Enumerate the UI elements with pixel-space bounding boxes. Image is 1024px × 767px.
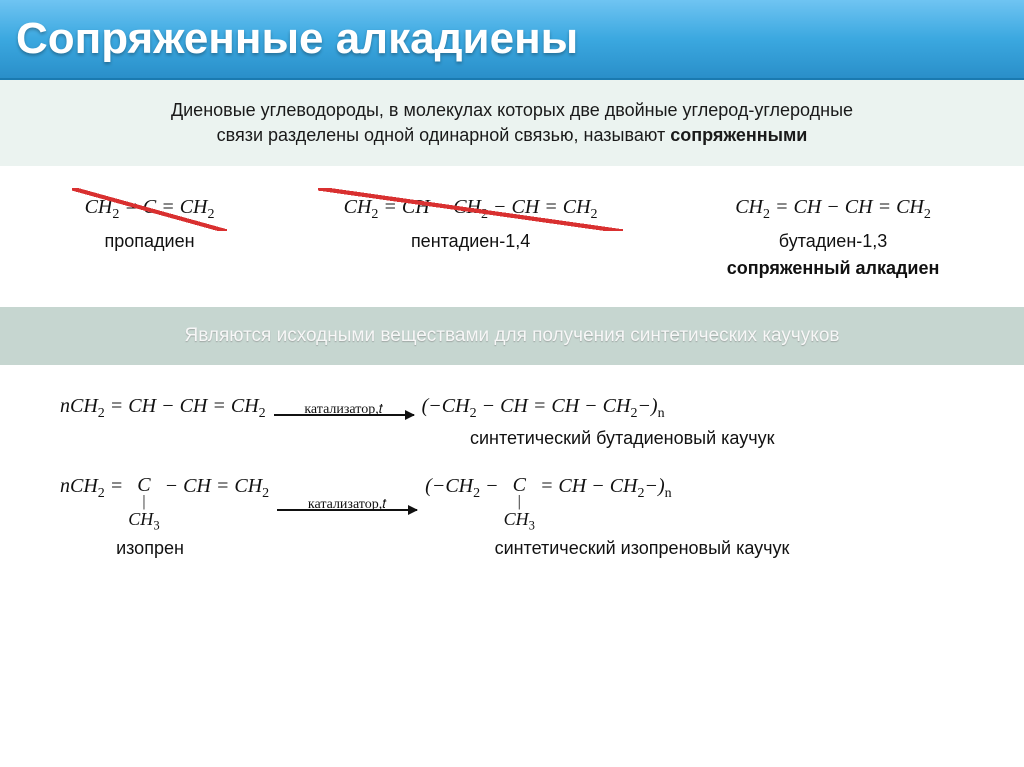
formula-propadiene: CH2 = C = CH2 [85,196,215,223]
reaction2-left: nCH2 = C|CH3 − CH = CH2 [60,475,269,532]
crossout-icon: CH2 = CH − CH2 − CH = CH2 [344,196,598,223]
reaction1-left: nCH2 = CH − CH = CH2 [60,395,266,422]
page-title: Сопряженные алкадиены [16,14,578,64]
mid-band: Являются исходными веществами для получе… [0,307,1024,365]
intro-text: Диеновые углеводороды, в молекулах котор… [0,80,1024,166]
reaction2-right: (−CH2 − C|CH3 = CH − CH2−)n [425,475,671,532]
label-pentadiene: пентадиен-1,4 [344,231,598,252]
reaction2-right-label: синтетический изопреновый каучук [240,538,984,559]
example-pentadiene: CH2 = CH − CH2 − CH = CH2 пентадиен-1,4 [344,196,598,252]
reaction1-right: (−CH2 − CH = CH − CH2−)n [422,395,665,422]
formula-pentadiene: CH2 = CH − CH2 − CH = CH2 [344,196,598,223]
reaction1-label: синтетический бутадиеновый каучук [60,428,984,449]
reaction2-labels: изопрен синтетический изопреновый каучук [60,538,984,559]
example-butadiene: CH2 = CH − CH = CH2 бутадиен-1,3 сопряже… [727,196,940,279]
label-propadiene: пропадиен [85,231,215,252]
reaction-arrow-icon: катализатор,𝑡 [274,402,414,416]
intro-line1: Диеновые углеводороды, в молекулах котор… [171,100,853,120]
sublabel-butadiene: сопряженный алкадиен [727,258,940,279]
reaction2-left-label: изопрен [60,538,240,559]
label-butadiene: бутадиен-1,3 [727,231,940,252]
intro-bold: сопряженными [670,125,807,145]
intro-line2: связи разделены одной одинарной связью, … [217,125,671,145]
examples-row: CH2 = C = CH2 пропадиен CH2 = CH − CH2 −… [0,166,1024,289]
example-propadiene: CH2 = C = CH2 пропадиен [85,196,215,252]
reaction-arrow-icon: катализатор,𝑡 [277,497,417,511]
reaction-1: nCH2 = CH − CH = CH2 катализатор,𝑡 (−CH2… [60,395,984,422]
title-bar: Сопряженные алкадиены [0,0,1024,80]
reaction-2: nCH2 = C|CH3 − CH = CH2 катализатор,𝑡 (−… [60,475,984,532]
crossout-icon: CH2 = C = CH2 [85,196,215,223]
reactions: nCH2 = CH − CH = CH2 катализатор,𝑡 (−CH2… [0,365,1024,595]
formula-butadiene: CH2 = CH − CH = CH2 [727,196,940,223]
